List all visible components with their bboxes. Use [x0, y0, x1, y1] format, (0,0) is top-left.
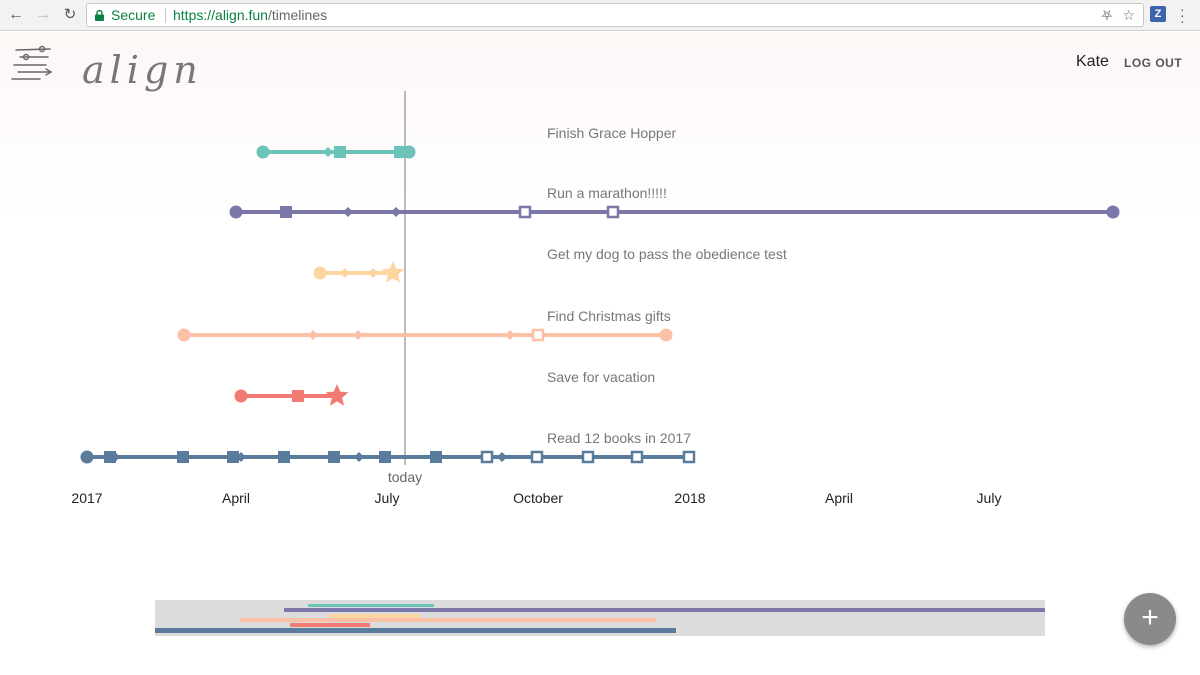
milestone-open-square-icon: [606, 205, 620, 219]
milestone-diamond-icon: [505, 330, 515, 340]
sliders-menu-icon[interactable]: [10, 42, 60, 87]
url-path: /timelines: [267, 7, 328, 23]
reload-icon[interactable]: ↻: [63, 6, 77, 23]
logo-wordmark: align: [82, 48, 203, 92]
back-arrow-icon[interactable]: ←: [8, 6, 24, 23]
today-label: today: [388, 469, 422, 485]
milestone-diamond-icon: [308, 330, 318, 340]
goal-title[interactable]: Run a marathon!!!!!: [547, 185, 667, 201]
milestone-circle-icon: [234, 389, 248, 403]
milestone-square-icon: [280, 206, 292, 218]
axis-tick-label: July: [375, 490, 400, 506]
milestone-circle-icon: [402, 145, 416, 159]
axis-tick-label: July: [977, 490, 1002, 506]
axis-tick-label: 2017: [71, 490, 102, 506]
milestone-diamond-icon: [368, 268, 378, 278]
milestone-square-icon: [394, 146, 406, 158]
address-divider: [165, 8, 166, 23]
milestone-open-square-icon: [530, 450, 544, 464]
milestone-circle-icon: [80, 450, 94, 464]
milestone-circle-icon: [1106, 205, 1120, 219]
goal-star-icon: [325, 384, 349, 406]
shield-icon[interactable]: ⛧: [1101, 7, 1113, 23]
milestone-square-icon: [334, 146, 346, 158]
milestone-open-square-icon: [682, 450, 696, 464]
url-host: align.fun: [215, 7, 268, 23]
app-logo[interactable]: align: [10, 42, 198, 92]
minimap-goal-bar: [330, 614, 420, 618]
goal-title[interactable]: Read 12 books in 2017: [547, 430, 691, 446]
browser-toolbar: ← → ↻ Secure https://align.fun/timelines…: [0, 0, 1200, 31]
milestone-open-square-icon: [581, 450, 595, 464]
lock-icon: [95, 10, 104, 21]
address-bar[interactable]: Secure https://align.fun/timelines ⛧ ☆: [86, 3, 1144, 27]
axis-tick-label: April: [222, 490, 250, 506]
minimap-goal-bar: [308, 604, 434, 607]
milestone-diamond-icon: [354, 452, 364, 462]
minimap-goal-bar: [284, 608, 1045, 612]
milestone-square-icon: [328, 451, 340, 463]
goal-title[interactable]: Finish Grace Hopper: [547, 125, 677, 141]
add-goal-button[interactable]: +: [1124, 593, 1176, 645]
browser-menu-icon[interactable]: · · ·: [1180, 1, 1185, 29]
milestone-diamond-icon: [110, 452, 120, 462]
milestone-circle-icon: [659, 328, 673, 342]
goal-title[interactable]: Get my dog to pass the obedience test: [547, 246, 787, 262]
milestone-diamond-icon: [236, 452, 246, 462]
milestone-diamond-icon: [391, 207, 401, 217]
milestone-open-square-icon: [531, 328, 545, 342]
milestone-diamond-icon: [340, 268, 350, 278]
zotero-extension-icon[interactable]: Z: [1150, 6, 1166, 22]
milestone-square-icon: [227, 451, 239, 463]
milestone-square-icon: [430, 451, 442, 463]
logout-button[interactable]: LOG OUT: [1124, 56, 1183, 70]
milestone-circle-icon: [313, 266, 327, 280]
url-text[interactable]: https://align.fun/timelines: [173, 7, 327, 23]
milestone-square-icon: [379, 451, 391, 463]
milestone-square-icon: [292, 390, 304, 402]
url-scheme: https://: [173, 7, 216, 23]
milestone-diamond-icon: [497, 452, 507, 462]
minimap-goal-bar: [240, 618, 656, 622]
axis-tick-label: April: [825, 490, 853, 506]
milestone-open-square-icon: [480, 450, 494, 464]
bookmark-star-icon[interactable]: ☆: [1122, 7, 1135, 23]
milestone-open-square-icon: [630, 450, 644, 464]
axis-tick-label: 2018: [674, 490, 705, 506]
minimap-goal-bar: [155, 628, 676, 633]
milestone-diamond-icon: [353, 330, 363, 340]
secure-label: Secure: [111, 7, 156, 23]
milestone-circle-icon: [229, 205, 243, 219]
forward-arrow-icon[interactable]: →: [35, 6, 51, 23]
milestone-circle-icon: [177, 328, 191, 342]
milestone-diamond-icon: [343, 207, 353, 217]
milestone-diamond-icon: [323, 147, 333, 157]
goal-star-icon: [381, 261, 405, 283]
goal-title[interactable]: Save for vacation: [547, 369, 655, 385]
milestone-square-icon: [177, 451, 189, 463]
omnibox-icons: ⛧ ☆: [1101, 7, 1135, 24]
minimap-goal-bar: [290, 623, 370, 627]
milestone-open-square-icon: [518, 205, 532, 219]
milestone-circle-icon: [256, 145, 270, 159]
milestone-square-icon: [278, 451, 290, 463]
app-canvas: align Kate LOG OUT: [0, 32, 1200, 675]
axis-tick-label: October: [513, 490, 563, 506]
goal-title[interactable]: Find Christmas gifts: [547, 308, 671, 324]
user-name: Kate: [1076, 53, 1109, 70]
